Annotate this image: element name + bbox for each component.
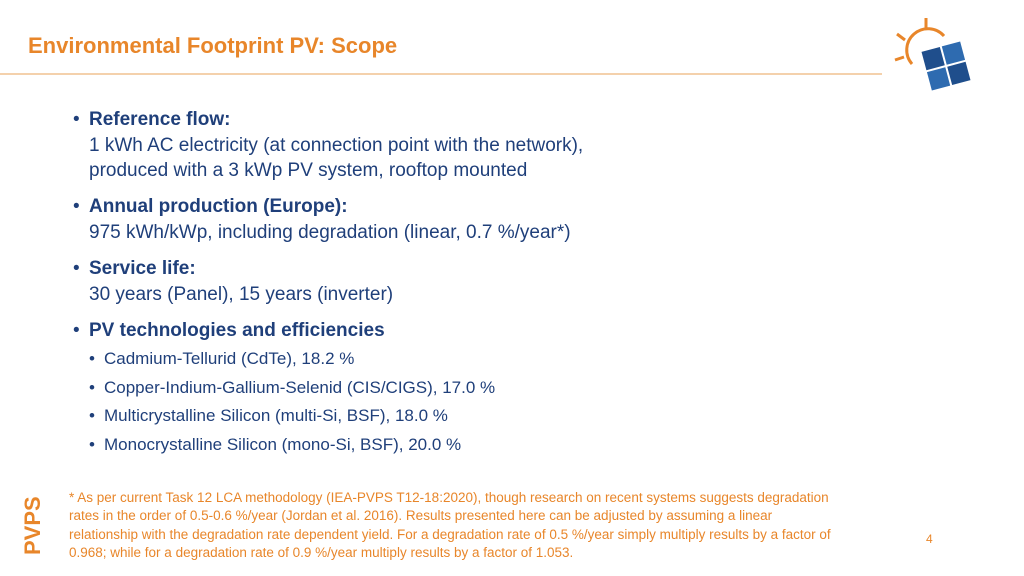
footnote-line: rates in the order of 0.5-0.6 %/year (Jo… [69,508,773,524]
sub-bullet-dot: • [89,406,95,425]
sub-bullet-text: Multicrystalline Silicon (multi-Si, BSF)… [104,406,448,425]
footnote-line: 0.968; while for a degradation rate of 0… [69,544,574,560]
bullet-heading: PV technologies and efficiencies [89,320,385,341]
bullet-dot: • [73,109,80,130]
title: Environmental Footprint PV: Scope [28,33,398,58]
sub-bullet-text: Copper-Indium-Gallium-Selenid (CIS/CIGS)… [104,377,496,397]
bullet-dot: • [73,196,80,217]
sub-bullet-dot: • [89,434,95,454]
bullet-text: 1 kWh AC electricity (at connection poin… [89,135,584,156]
sub-bullet-text: Cadmium-Tellurid (CdTe), 18.2 % [104,349,355,368]
footnote-line: * As per current Task 12 LCA methodology… [69,490,829,505]
bullet-text: 975 kWh/kWp, including degradation (line… [89,222,571,243]
bullet-heading: Annual production (Europe): [89,196,348,217]
bullet-text: produced with a 3 kWp PV system, rooftop… [89,160,528,181]
logo [894,18,971,91]
bullet-text: 30 years (Panel), 15 years (inverter) [89,284,394,305]
sub-bullet-text: Monocrystalline Silicon (mono-Si, BSF), … [104,434,462,454]
bullet-dot: • [73,320,80,341]
sub-bullet-dot: • [89,377,95,397]
bullet-heading: Reference flow: [89,109,231,130]
footnote-line: relationship with the degradation rate d… [69,526,831,542]
bullet-dot: • [73,258,80,279]
brand: PVPS [20,496,45,555]
page-number: 4 [926,532,933,546]
sub-bullet-dot: • [89,349,95,368]
bullet-heading: Service life: [89,258,196,279]
